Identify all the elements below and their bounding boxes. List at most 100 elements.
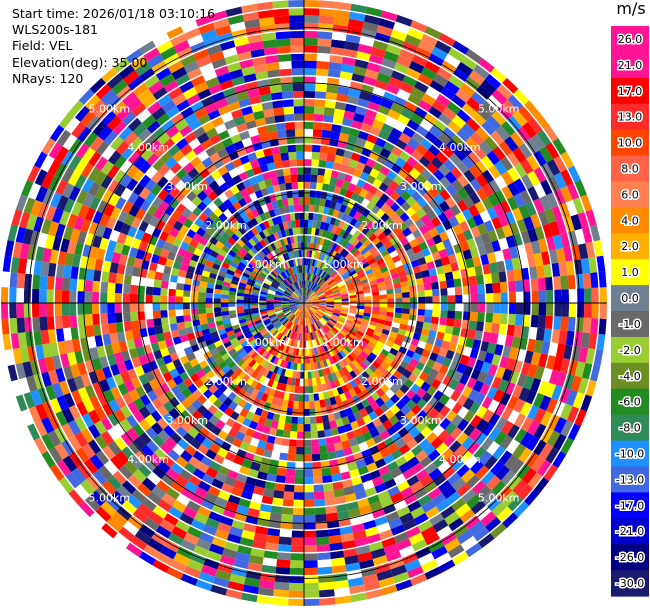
- velocity-cell: [326, 277, 334, 284]
- velocity-cell: [421, 499, 437, 513]
- velocity-cell: [445, 139, 460, 154]
- velocity-cell: [360, 350, 369, 359]
- colorbar-swatch: [611, 336, 649, 364]
- velocity-cell: [256, 262, 265, 270]
- velocity-cell: [349, 246, 358, 255]
- velocity-cell: [328, 61, 342, 72]
- velocity-cell: [574, 361, 586, 378]
- velocity-cell: [254, 319, 263, 325]
- velocity-cell: [359, 340, 368, 348]
- velocity-cell: [225, 368, 235, 378]
- velocity-cell: [526, 404, 540, 420]
- velocity-cell: [280, 317, 288, 324]
- velocity-cell: [256, 336, 265, 344]
- velocity-cell: [175, 315, 185, 324]
- velocity-cell: [282, 306, 290, 311]
- velocity-cell: [33, 373, 45, 390]
- velocity-cell: [306, 309, 311, 318]
- velocity-cell: [389, 249, 399, 259]
- velocity-cell: [217, 270, 227, 278]
- velocity-cell: [284, 113, 295, 123]
- velocity-cell: [404, 34, 422, 47]
- velocity-cell: [355, 458, 367, 469]
- velocity-cell: [288, 590, 304, 599]
- velocity-cell: [300, 296, 304, 303]
- velocity-cell: [479, 383, 491, 396]
- velocity-cell: [183, 60, 200, 74]
- velocity-cell: [299, 296, 304, 303]
- velocity-cell: [277, 264, 284, 273]
- velocity-cell: [292, 307, 299, 314]
- velocity-cell: [314, 400, 321, 409]
- velocity-cell: [410, 112, 424, 126]
- velocity-cell: [353, 483, 365, 494]
- velocity-cell: [289, 314, 296, 322]
- velocity-cell: [273, 490, 285, 499]
- velocity-cell: [304, 393, 310, 402]
- velocity-cell: [245, 345, 254, 354]
- velocity-cell: [349, 257, 357, 265]
- velocity-cell: [259, 293, 267, 298]
- velocity-cell: [364, 229, 374, 239]
- velocity-cell: [279, 343, 286, 352]
- velocity-cell: [285, 337, 291, 346]
- velocity-cell: [337, 245, 345, 254]
- velocity-cell: [291, 315, 297, 323]
- velocity-cell: [347, 286, 356, 292]
- velocity-cell: [559, 151, 574, 169]
- velocity-cell: [296, 303, 304, 306]
- velocity-cell: [331, 313, 340, 319]
- range-ring-label: 3.00km: [166, 180, 208, 193]
- velocity-cell: [123, 274, 132, 285]
- velocity-cell: [236, 504, 250, 516]
- velocity-cell: [311, 453, 321, 462]
- velocity-cell: [84, 291, 93, 303]
- velocity-cell: [595, 255, 606, 273]
- velocity-cell: [444, 511, 460, 526]
- velocity-cell: [186, 415, 198, 427]
- velocity-cell: [98, 213, 111, 227]
- velocity-cell: [318, 228, 324, 238]
- velocity-cell: [349, 217, 358, 227]
- velocity-cell: [299, 317, 302, 326]
- velocity-cell: [409, 20, 428, 34]
- velocity-cell: [184, 320, 193, 329]
- velocity-cell: [81, 147, 96, 163]
- velocity-cell: [88, 151, 102, 167]
- velocity-cell: [364, 268, 374, 276]
- velocity-cell: [579, 394, 593, 412]
- velocity-cell: [380, 97, 394, 110]
- velocity-cell: [175, 282, 185, 291]
- velocity-cell: [543, 124, 559, 143]
- velocity-cell: [304, 181, 311, 190]
- velocity-cell: [231, 257, 241, 266]
- velocity-cell: [309, 324, 314, 333]
- velocity-cell: [304, 363, 308, 372]
- velocity-cell: [311, 331, 316, 340]
- velocity-cell: [127, 474, 142, 489]
- velocity-cell: [205, 517, 220, 530]
- velocity-cell: [268, 387, 276, 397]
- velocity-cell: [270, 225, 277, 234]
- velocity-cell: [261, 495, 274, 506]
- velocity-cell: [307, 219, 313, 228]
- velocity-cell: [162, 412, 175, 425]
- colorbar-tick-label: 26.0: [618, 33, 643, 46]
- velocity-cell: [146, 390, 158, 403]
- velocity-cell: [370, 195, 380, 205]
- velocity-cell: [356, 299, 365, 303]
- velocity-cell: [301, 287, 304, 296]
- velocity-cell: [332, 24, 348, 34]
- velocity-cell: [49, 192, 62, 208]
- velocity-cell: [180, 539, 197, 553]
- velocity-cell: [217, 32, 234, 44]
- velocity-cell: [313, 314, 320, 321]
- velocity-cell: [318, 304, 327, 307]
- velocity-cell: [34, 344, 45, 360]
- instrument-label: WLS200s-181: [12, 22, 98, 38]
- velocity-cell: [268, 427, 278, 437]
- velocity-cell: [135, 449, 149, 464]
- velocity-cell: [543, 463, 559, 482]
- velocity-cell: [365, 242, 375, 251]
- velocity-cell: [237, 285, 246, 291]
